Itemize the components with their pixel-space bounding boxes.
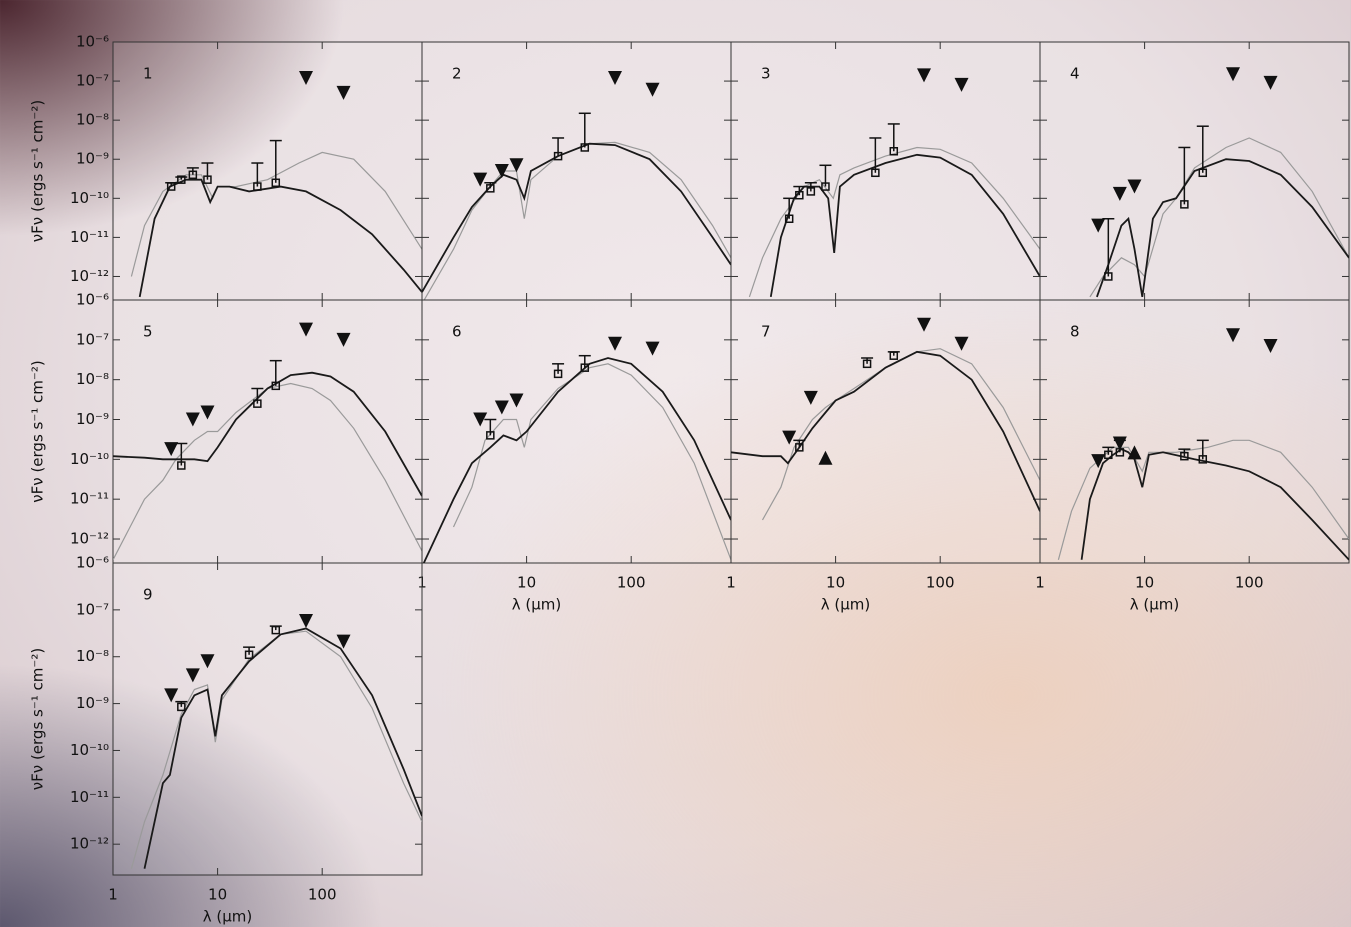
y-tick-label: 10⁻⁸ bbox=[76, 111, 109, 129]
panel: 10⁻⁶ 10⁻⁷ 10⁻⁸ 10⁻⁹ 10⁻¹⁰ 10⁻¹¹ 10⁻¹² 5 νFν (erg… bbox=[29, 291, 423, 564]
y-tick-label: 10⁻¹⁰ bbox=[70, 741, 109, 759]
panel: 1 10 100 7 λ (µm) bbox=[726, 300, 1040, 614]
y-tick-label: 10⁻⁹ bbox=[76, 150, 109, 168]
x-tick-label: 1 bbox=[1035, 574, 1045, 592]
figure: 10⁻⁶ 10⁻⁷ 10⁻⁸ 10⁻⁹ 10⁻¹⁰ 10⁻¹¹ 10⁻¹² 1 νFν (erg… bbox=[0, 0, 1351, 927]
y-tick-label: 10⁻⁸ bbox=[76, 370, 109, 388]
y-axis-label: νFν (ergs s⁻¹ cm⁻²) bbox=[29, 100, 47, 242]
y-tick-label: 10⁻⁶ bbox=[76, 554, 109, 572]
x-tick-label: 1 bbox=[108, 886, 118, 904]
plot-area bbox=[113, 563, 422, 875]
plot-area bbox=[113, 300, 422, 563]
panel-number: 9 bbox=[143, 586, 153, 604]
y-tick-label: 10⁻⁹ bbox=[76, 410, 109, 428]
y-tick-label: 10⁻¹² bbox=[70, 835, 109, 853]
panel-number: 4 bbox=[1070, 65, 1080, 83]
plot-area bbox=[422, 300, 731, 563]
panel-number: 6 bbox=[452, 323, 462, 341]
x-tick-label: 100 bbox=[617, 574, 646, 592]
y-tick-label: 10⁻¹⁰ bbox=[70, 189, 109, 207]
x-tick-label: 10 bbox=[517, 574, 536, 592]
panel-number: 7 bbox=[761, 323, 771, 341]
x-tick-label: 100 bbox=[1235, 574, 1264, 592]
panel-number: 2 bbox=[452, 65, 462, 83]
panel: 1101006λ (µm) bbox=[417, 300, 731, 614]
panel: 2 bbox=[422, 42, 731, 304]
panel-number: 8 bbox=[1070, 323, 1080, 341]
panel: 10⁻⁶ 10⁻⁷ 10⁻⁸ 10⁻⁹ 10⁻¹⁰ 10⁻¹¹ 10⁻¹² 1 νFν (erg… bbox=[29, 33, 423, 301]
y-tick-label: 10⁻¹⁰ bbox=[70, 450, 109, 468]
y-tick-label: 10⁻¹² bbox=[70, 530, 109, 548]
x-tick-label: 1 bbox=[726, 574, 736, 592]
x-tick-label: 10 bbox=[208, 886, 227, 904]
y-tick-label: 10⁻⁹ bbox=[76, 694, 109, 712]
x-axis-label: λ (µm) bbox=[512, 596, 562, 614]
x-axis-label: λ (µm) bbox=[1130, 596, 1180, 614]
x-axis-label: λ (µm) bbox=[203, 908, 253, 926]
x-tick-label: 100 bbox=[926, 574, 955, 592]
y-tick-label: 10⁻⁷ bbox=[76, 72, 109, 90]
y-tick-label: 10⁻¹² bbox=[70, 267, 109, 285]
y-tick-label: 10⁻¹¹ bbox=[70, 788, 109, 806]
y-axis-label: νFν (ergs s⁻¹ cm⁻²) bbox=[29, 360, 47, 502]
y-tick-label: 10⁻¹¹ bbox=[70, 490, 109, 508]
panel: 10⁻⁶ 10⁻⁷ 10⁻⁸ 10⁻⁹ 10⁻¹⁰ 10⁻¹¹ 10⁻¹² 1 10 100 9 λ … bbox=[29, 554, 423, 926]
y-tick-label: 10⁻⁶ bbox=[76, 33, 109, 51]
x-tick-label: 100 bbox=[308, 886, 337, 904]
y-tick-label: 10⁻¹¹ bbox=[70, 228, 109, 246]
y-tick-label: 10⁻⁷ bbox=[76, 330, 109, 348]
panel-number: 1 bbox=[143, 65, 153, 83]
panel-number: 3 bbox=[761, 65, 771, 83]
plot-area bbox=[731, 300, 1040, 563]
panel: 4 bbox=[1040, 42, 1349, 300]
x-tick-label: 10 bbox=[826, 574, 845, 592]
panel: 1 10 100 8 λ (µm) bbox=[1035, 300, 1349, 614]
plot-area bbox=[113, 42, 422, 300]
y-tick-label: 10⁻⁶ bbox=[76, 291, 109, 309]
y-tick-label: 10⁻⁷ bbox=[76, 600, 109, 618]
plot-area bbox=[422, 42, 731, 300]
panel-number: 5 bbox=[143, 323, 153, 341]
x-tick-label: 10 bbox=[1135, 574, 1154, 592]
y-tick-label: 10⁻⁸ bbox=[76, 647, 109, 665]
x-axis-label: λ (µm) bbox=[821, 596, 871, 614]
y-axis-label: νFν (ergs s⁻¹ cm⁻²) bbox=[29, 648, 47, 790]
panel: 3 bbox=[731, 42, 1040, 300]
